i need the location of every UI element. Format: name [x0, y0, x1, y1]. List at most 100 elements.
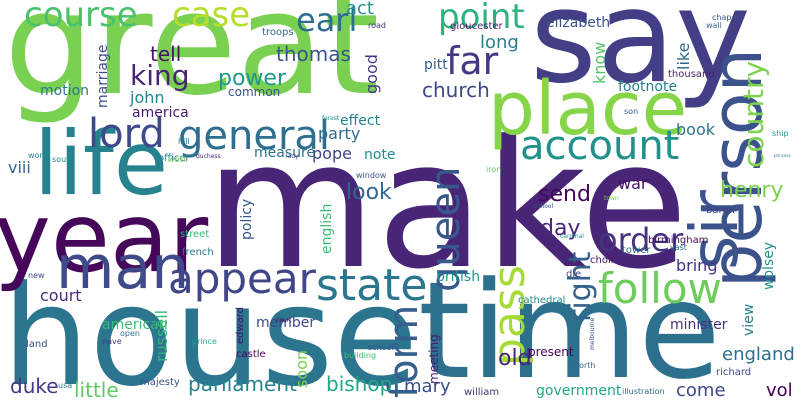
word-parliament: parliament	[188, 372, 297, 396]
word-court: court	[40, 286, 82, 305]
word-make: make	[205, 103, 689, 308]
word-duke: duke	[10, 374, 59, 398]
word-court-2: court	[276, 317, 292, 324]
word-america: america	[132, 105, 189, 121]
word-time: time	[418, 253, 721, 400]
word-gloucester: gloucester	[450, 21, 503, 32]
word-castle: castle	[236, 349, 266, 360]
word-footnote: footnote	[618, 79, 678, 95]
word-mary: mary	[404, 376, 451, 397]
word-north: north	[574, 361, 596, 370]
word-edward: edward	[235, 306, 246, 344]
word-book: book	[676, 120, 715, 139]
word-american: american	[102, 317, 168, 333]
word-usa: usa	[58, 381, 73, 390]
word-chapel: chapel	[712, 13, 739, 22]
word-note: note	[364, 147, 396, 163]
word-day: day	[540, 216, 581, 241]
word-life: life	[34, 112, 169, 215]
word-far: far	[446, 39, 499, 83]
word-wall: wall	[706, 21, 722, 30]
word-effect: effect	[340, 113, 381, 129]
word-prince: prince	[192, 337, 217, 346]
word-west: west	[168, 155, 187, 164]
word-war: war	[618, 174, 648, 193]
word-melbourne: melbourne	[589, 317, 596, 350]
word-good: good	[362, 54, 381, 94]
word-follow: follow	[598, 264, 722, 313]
word-illustration: illustration	[622, 387, 665, 396]
word-vast: vast	[670, 243, 687, 252]
word-member: member	[256, 315, 316, 331]
word-church: church	[422, 78, 490, 102]
word-school-2: school	[534, 203, 554, 210]
word-richard: richard	[716, 367, 752, 378]
word-common: common	[228, 85, 281, 99]
word-work: work	[28, 151, 48, 160]
word-policy: policy	[239, 198, 255, 240]
word-old: old	[498, 346, 532, 371]
word-thousand: thousand	[668, 69, 715, 80]
word-nave: nave	[102, 337, 122, 346]
word-duchess: duchess	[196, 153, 221, 160]
word-house: house	[2, 256, 419, 400]
word-school: school	[368, 343, 394, 352]
word-government: government	[536, 383, 622, 399]
word-bishop: bishop	[326, 372, 393, 396]
word-lady: lady	[286, 153, 299, 160]
word-vol: vol	[766, 380, 793, 400]
word-british: british	[436, 269, 481, 285]
word-state: state	[316, 260, 428, 311]
word-look: look	[346, 180, 392, 205]
word-great: great	[4, 0, 380, 127]
word-window: window	[356, 171, 387, 180]
word-year: year	[0, 182, 209, 294]
word-measure: measure	[254, 145, 316, 161]
word-elizabeth: elizabeth	[546, 15, 611, 31]
word-marriage: marriage	[95, 44, 111, 108]
word-baron: baron	[706, 205, 735, 216]
word-iron: iron	[486, 165, 502, 174]
word-son: son	[624, 107, 639, 116]
word-course: course	[24, 0, 138, 35]
word-ship: ship	[772, 129, 789, 138]
word-choir: choir	[590, 255, 615, 266]
word-power: power	[218, 66, 286, 91]
word-forest: forest	[322, 115, 340, 122]
word-tell: tell	[150, 42, 182, 66]
word-henry: henry	[720, 178, 784, 203]
word-bring: bring	[676, 256, 718, 275]
word-majesty: majesty	[140, 377, 180, 388]
word-building: building	[344, 351, 377, 360]
word-cardinal: cardinal	[560, 233, 584, 240]
word-country: country	[737, 60, 770, 168]
word-send: send	[538, 182, 591, 207]
word-party: party	[318, 124, 361, 143]
word-william: william	[464, 387, 500, 398]
word-troops: troops	[262, 27, 294, 38]
word-hill: hill	[178, 137, 190, 146]
word-die: die	[566, 269, 582, 280]
word-pitt: pitt	[424, 57, 448, 73]
word-pope: pope	[312, 144, 352, 163]
word-thomas: thomas	[276, 42, 351, 66]
word-soon: soon	[292, 349, 311, 388]
word-viii: viii	[8, 158, 31, 177]
word-birmingham: birmingham	[648, 235, 709, 246]
word-appear: appear	[168, 254, 316, 303]
word-minister: minister	[670, 317, 728, 333]
word-like: like	[674, 42, 693, 70]
word-south: south	[52, 155, 75, 164]
word-act: act	[346, 0, 374, 19]
word-cathedral: cathedral	[518, 295, 566, 306]
word-present: present	[528, 345, 574, 359]
word-wolsey: wolsey	[761, 241, 777, 290]
word-place: place	[488, 66, 688, 152]
word-england: england	[722, 344, 795, 365]
word-english: english	[319, 203, 335, 254]
word-man: man	[56, 233, 190, 303]
word-tower: tower	[622, 245, 651, 256]
word-motion: motion	[40, 83, 90, 99]
word-little: little	[74, 378, 119, 400]
